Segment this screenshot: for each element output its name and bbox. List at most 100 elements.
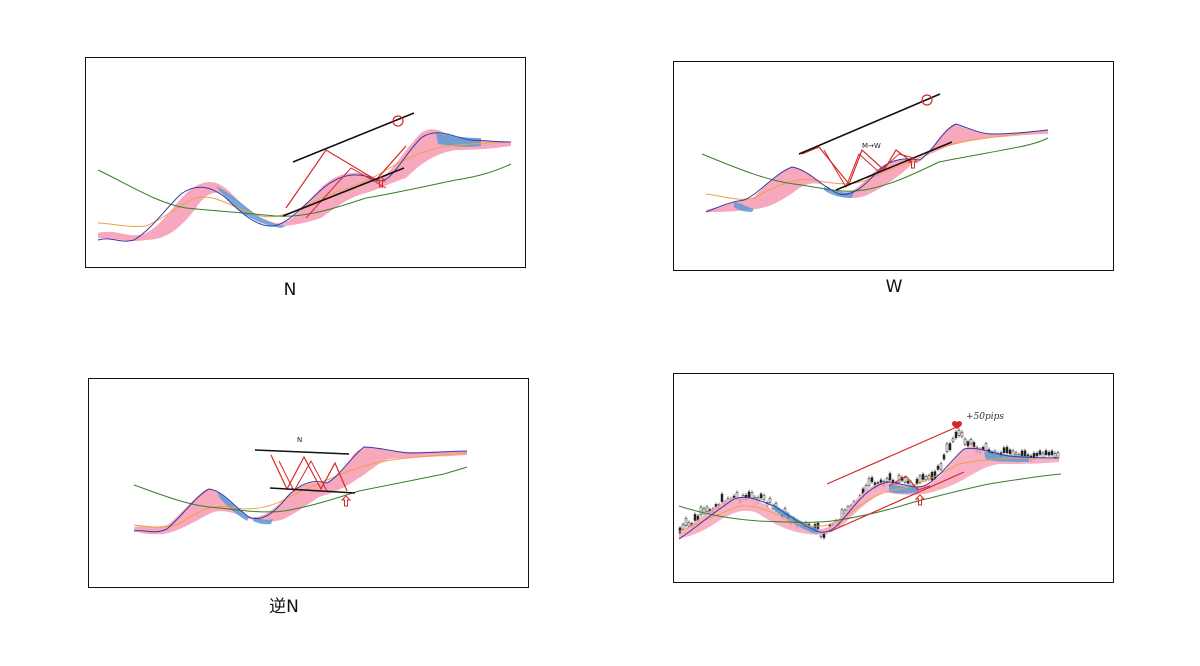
- candle-body: [969, 439, 973, 445]
- candle-body: [948, 443, 952, 450]
- chart-panel-reverse-n: N: [88, 378, 529, 588]
- caption-w: W: [885, 277, 903, 297]
- candle-body: [903, 477, 907, 483]
- candle-body: [924, 476, 928, 481]
- candle-body: [870, 477, 874, 483]
- candle-body: [684, 518, 688, 526]
- annotation-m-to-w: M→W: [862, 142, 881, 150]
- candle-body: [951, 438, 955, 442]
- candle-body: [942, 454, 946, 460]
- candle-body: [1053, 453, 1057, 458]
- candle-body: [1050, 450, 1054, 456]
- caption-reverse-n: 逆N: [269, 597, 299, 617]
- ichimoku-chart-price: +50pips: [678, 412, 1062, 540]
- annotation-pips: +50pips: [966, 412, 1004, 422]
- trendline-upper: [798, 93, 941, 155]
- caption-n: N: [283, 280, 297, 300]
- up-arrow-icon: [340, 495, 352, 507]
- trendline-lower: [282, 167, 405, 217]
- price-line: [97, 132, 512, 242]
- circle-target-icon: [392, 115, 404, 127]
- chart-panel-w: M→W: [673, 61, 1114, 271]
- kumo-cloud-bear-2: [734, 202, 754, 212]
- trendline-lower: [835, 141, 953, 191]
- candle-body: [1014, 452, 1018, 456]
- candle-body: [885, 478, 889, 482]
- candle-body: [957, 429, 961, 436]
- trendline-upper: [292, 112, 415, 163]
- trendline-lower: [828, 471, 965, 533]
- candle-body: [966, 441, 970, 447]
- moving-average-green: [133, 466, 468, 513]
- kumo-cloud: [706, 124, 1048, 212]
- ichimoku-chart-reverse-n: N: [133, 436, 468, 535]
- moving-average-orange: [133, 452, 468, 528]
- candle-body: [867, 478, 871, 486]
- candle-body: [1035, 452, 1039, 457]
- price-line: [678, 447, 1060, 540]
- trendline-upper: [826, 425, 960, 485]
- chart-panel-price: +50pips: [673, 373, 1114, 583]
- candle-body: [768, 498, 772, 503]
- candle-body: [762, 495, 766, 500]
- moving-average-green: [701, 137, 1049, 192]
- kumo-cloud: [134, 447, 467, 535]
- n-pattern-line: [285, 145, 407, 209]
- kumo-cloud-bear-2: [436, 133, 481, 147]
- kumo-cloud: [98, 129, 511, 241]
- moving-average-orange: [705, 129, 1049, 200]
- w-pattern-line: [801, 146, 913, 186]
- candle-body: [915, 478, 919, 484]
- kumo-cloud-bear: [217, 491, 249, 521]
- up-arrow-icon: [914, 494, 926, 506]
- candle-body: [936, 465, 940, 470]
- candle-body: [945, 443, 949, 452]
- candle-body: [1008, 449, 1012, 455]
- w-pattern-sub: [823, 149, 915, 189]
- moving-average-orange: [678, 457, 1059, 533]
- candle-body: [1056, 452, 1060, 458]
- candle-body: [906, 480, 910, 484]
- candle-body: [1038, 450, 1042, 455]
- candle-body: [918, 475, 922, 483]
- kumo-cloud: [679, 446, 1059, 539]
- ichimoku-chart-n: [97, 112, 512, 242]
- candle-body: [1047, 452, 1051, 456]
- candle-body: [1002, 447, 1006, 453]
- candle-body: [897, 475, 901, 483]
- candle-body: [1005, 446, 1009, 454]
- annotation-n: N: [297, 436, 302, 444]
- candlestick-series: [678, 428, 1060, 540]
- candle-body: [699, 506, 703, 515]
- moving-average-green: [97, 163, 512, 217]
- ichimoku-chart-w: M→W: [701, 93, 1049, 213]
- trendline-lower: [269, 487, 356, 494]
- reverse-n-pattern-line: [270, 454, 348, 492]
- candle-body: [1023, 450, 1027, 457]
- candle-body: [963, 438, 967, 445]
- chart-panel-n: [85, 57, 526, 268]
- candle-body: [687, 522, 691, 527]
- candle-body: [693, 514, 697, 521]
- pattern-line: [888, 475, 931, 491]
- moving-average-green: [678, 473, 1062, 523]
- candle-body: [705, 506, 709, 512]
- circle-target-icon: [921, 94, 933, 106]
- candle-body: [954, 431, 958, 438]
- candle-body: [720, 493, 724, 502]
- price-line: [705, 123, 1049, 213]
- up-arrow-icon: [907, 157, 919, 169]
- candle-body: [1044, 450, 1048, 455]
- up-arrow-icon: [375, 176, 387, 188]
- candle-body: [930, 472, 934, 481]
- candle-body: [939, 463, 943, 470]
- trendline-upper: [254, 449, 350, 455]
- candle-body: [888, 473, 892, 481]
- reverse-n-pattern-sub: [278, 459, 328, 493]
- candle-body: [921, 473, 925, 480]
- kumo-cloud-bear-3: [889, 484, 919, 494]
- candle-body: [759, 493, 763, 499]
- candle-body: [960, 431, 964, 437]
- kumo-cloud-bear: [216, 186, 286, 228]
- heart-icon: [952, 420, 962, 429]
